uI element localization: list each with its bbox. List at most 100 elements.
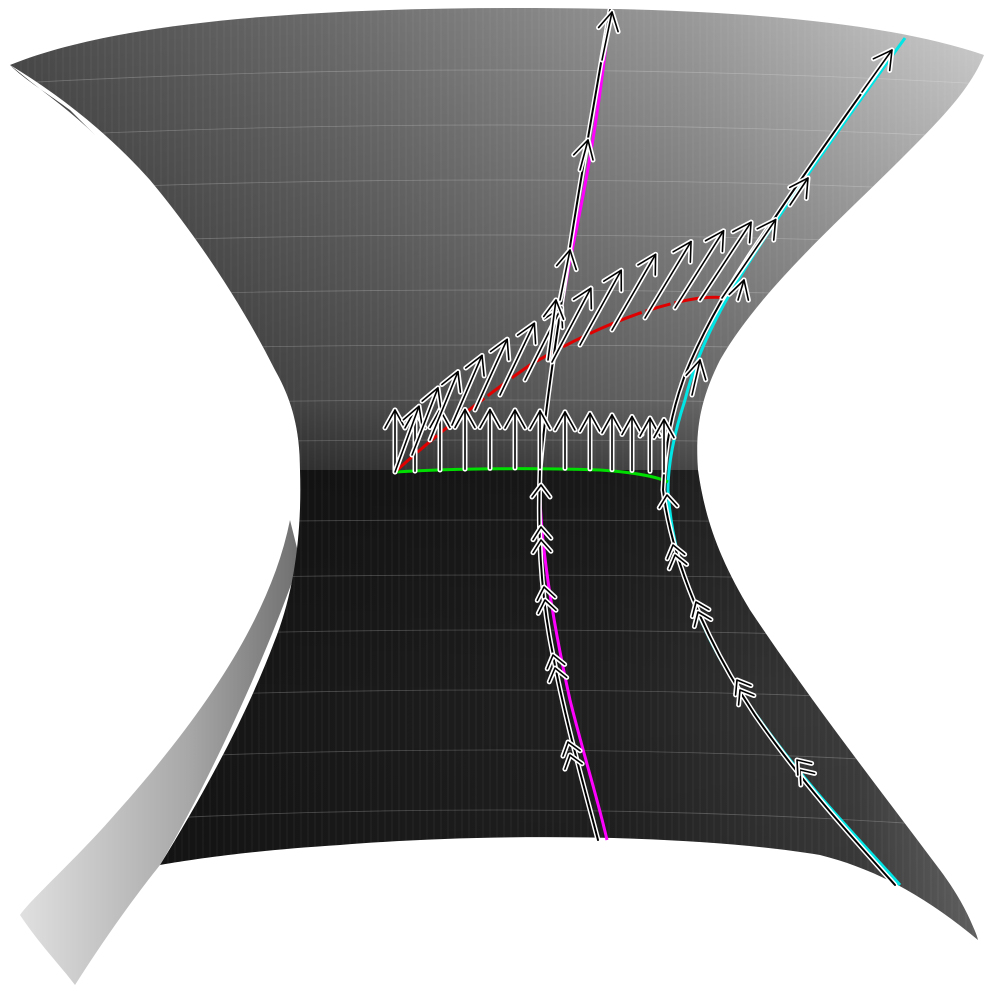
magenta-chevron-3 bbox=[544, 652, 568, 672]
cyan-chevron-3 bbox=[733, 677, 754, 698]
chevron bbox=[546, 654, 566, 670]
arrow-head bbox=[421, 387, 442, 410]
arrow-shaft bbox=[429, 370, 459, 441]
arrow-head bbox=[489, 338, 510, 361]
arrow-head bbox=[479, 408, 501, 429]
arrow-shaft bbox=[721, 218, 777, 299]
magenta-chevron-5 bbox=[534, 584, 558, 603]
arrow-shaft bbox=[601, 11, 613, 61]
magenta-end-arrow bbox=[596, 9, 621, 63]
cyan-chevron-8 bbox=[656, 492, 680, 511]
arrow-shaft bbox=[644, 240, 692, 319]
red-vector-3 bbox=[449, 352, 487, 428]
magenta-chevron-1 bbox=[560, 739, 583, 759]
left-lower-sheet bbox=[20, 520, 300, 985]
arrow-head bbox=[572, 287, 593, 310]
waist-vector-7 bbox=[552, 409, 578, 471]
arrow-head bbox=[672, 240, 692, 263]
mesh-band bbox=[10, 69, 984, 85]
arrow-head bbox=[597, 11, 619, 33]
arrow-shaft bbox=[611, 253, 657, 331]
chevron bbox=[531, 484, 551, 498]
red-vector-13 bbox=[719, 217, 779, 301]
arrow-shaft bbox=[394, 405, 420, 473]
cyan-path bbox=[662, 49, 896, 886]
arrow-shaft bbox=[691, 359, 701, 396]
arrow-head bbox=[704, 230, 725, 253]
chevron bbox=[532, 526, 552, 541]
magenta-chevron-4 bbox=[535, 597, 559, 616]
arrow-shaft bbox=[411, 387, 439, 456]
arrow-head bbox=[685, 359, 707, 381]
chevron bbox=[658, 494, 678, 509]
arrow-head bbox=[728, 279, 750, 301]
chevron bbox=[693, 611, 712, 628]
arrow-head bbox=[554, 411, 576, 431]
arrow-head bbox=[464, 354, 485, 377]
cyan-chevron-5 bbox=[689, 599, 712, 620]
waist-vector-6 bbox=[527, 408, 553, 471]
cyan-chevron-4 bbox=[691, 609, 714, 630]
waist-vector-9 bbox=[599, 412, 625, 473]
cyan-mid-arrow bbox=[787, 175, 811, 208]
arrow-shaft bbox=[737, 279, 745, 301]
red-vector-10 bbox=[642, 239, 694, 321]
magenta-chevron-0 bbox=[562, 752, 585, 772]
arrow-shaft bbox=[551, 287, 592, 363]
transport-vector-b bbox=[554, 247, 579, 303]
red-vector-1 bbox=[409, 385, 444, 458]
magenta-chevron-8 bbox=[529, 482, 553, 500]
cyan-chevron-2 bbox=[736, 687, 757, 708]
vector-field bbox=[382, 217, 779, 475]
waist-vector-4 bbox=[477, 407, 503, 471]
arrow-head bbox=[402, 405, 424, 428]
arrow-head bbox=[516, 322, 537, 345]
waist-vector-12 bbox=[651, 417, 677, 475]
arrow-head bbox=[454, 408, 476, 429]
arrow-head bbox=[384, 409, 406, 429]
waist-vector-8 bbox=[577, 410, 603, 472]
magenta-chevron-6 bbox=[530, 537, 554, 556]
chevron bbox=[532, 539, 552, 554]
chevron bbox=[548, 667, 568, 683]
arrow-shaft bbox=[579, 269, 623, 346]
chevron bbox=[536, 586, 556, 602]
arrow-head bbox=[529, 410, 551, 430]
arrow-head bbox=[788, 177, 809, 200]
red-vector-11 bbox=[672, 228, 727, 311]
red-vector-9 bbox=[609, 251, 659, 333]
waist-vector-5 bbox=[502, 407, 528, 471]
red-vector-0 bbox=[392, 403, 425, 475]
arrow-head bbox=[601, 414, 623, 434]
red-vector-12 bbox=[697, 219, 754, 303]
chevron bbox=[734, 679, 752, 696]
arrow-shaft bbox=[559, 249, 571, 301]
magenta-chevron-7 bbox=[530, 524, 554, 543]
chevron bbox=[691, 601, 710, 618]
arrow-head bbox=[504, 409, 526, 429]
lower-sheet-shade bbox=[160, 470, 978, 940]
arrow-head bbox=[602, 269, 623, 292]
transport-vector-a bbox=[541, 297, 567, 363]
arrow-shaft bbox=[861, 49, 893, 93]
mesh-band bbox=[10, 124, 984, 139]
arrow-shaft bbox=[474, 338, 508, 411]
arrow-shaft bbox=[579, 139, 589, 171]
arrow-head bbox=[579, 412, 601, 433]
arrow-head bbox=[441, 370, 462, 393]
waist-vector-10 bbox=[619, 414, 645, 474]
transport-vector-c bbox=[726, 277, 751, 303]
arrow-head bbox=[872, 49, 893, 72]
inner-back-rim bbox=[10, 65, 95, 135]
upper-sheet-shade bbox=[10, 8, 984, 470]
arrow-head bbox=[756, 218, 777, 241]
arrow-shaft bbox=[699, 221, 752, 301]
red-vector-5 bbox=[497, 320, 539, 398]
waist-vector-3 bbox=[452, 406, 478, 472]
waist-vector-0 bbox=[382, 407, 408, 475]
red-vector-2 bbox=[427, 369, 463, 443]
green-waist-curve bbox=[394, 467, 669, 484]
